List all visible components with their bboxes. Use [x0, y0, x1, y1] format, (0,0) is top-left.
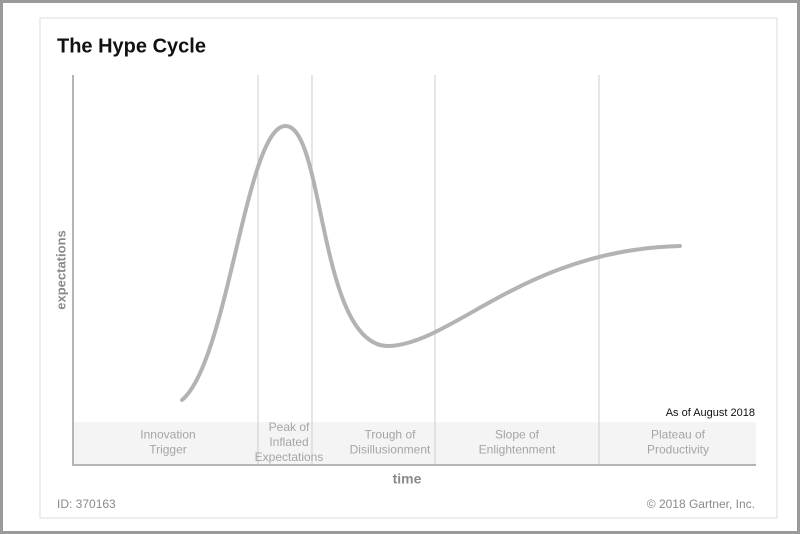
phase-band — [74, 422, 756, 465]
phase-label: Peak of — [269, 420, 310, 434]
phase-label: Slope of — [495, 428, 540, 442]
phase-label: Inflated — [269, 435, 308, 449]
hype-curve — [180, 123, 682, 402]
phase-label: Plateau of — [651, 428, 706, 442]
footer-copyright: © 2018 Gartner, Inc. — [647, 497, 755, 511]
phase-label: Innovation — [140, 428, 195, 442]
phase-label: Trough of — [365, 428, 417, 442]
footer-id: ID: 370163 — [57, 497, 116, 511]
phase-label: Enlightenment — [479, 443, 556, 457]
phase-label: Expectations — [255, 450, 324, 464]
phase-label: Productivity — [647, 443, 709, 457]
y-axis-label: expectations — [53, 230, 68, 309]
phase-label: Disillusionment — [350, 443, 431, 457]
phase-dividers — [257, 75, 600, 465]
phase-label: Trigger — [149, 443, 187, 457]
note: As of August 2018 — [666, 407, 755, 419]
title: The Hype Cycle — [57, 35, 206, 57]
x-axis-label: time — [393, 471, 422, 487]
